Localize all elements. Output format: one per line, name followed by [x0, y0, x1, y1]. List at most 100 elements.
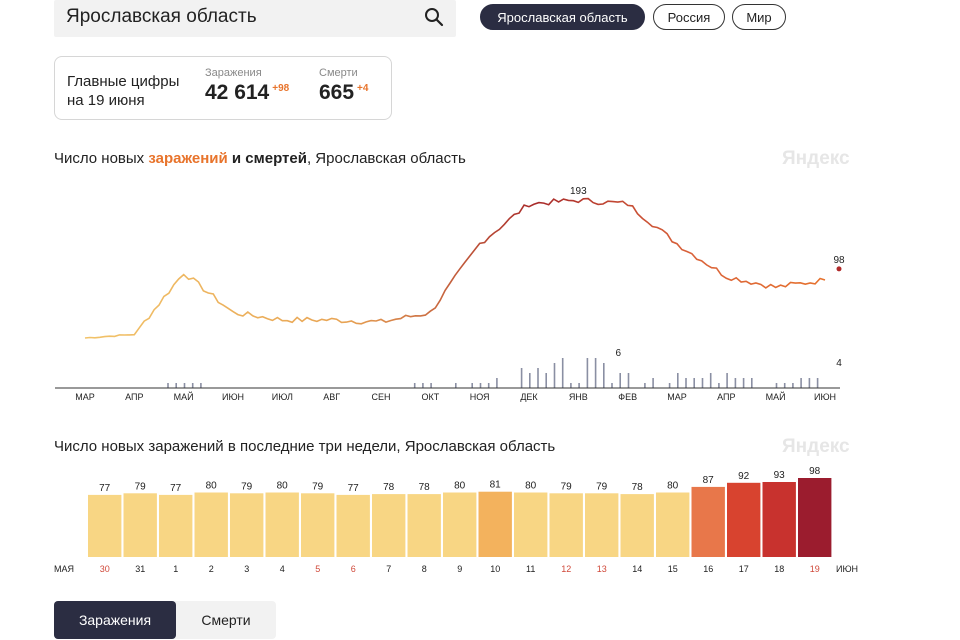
bar-value-5: 79 [312, 481, 324, 492]
death-bar-12 [496, 378, 498, 388]
month-label-0: МАР [75, 392, 95, 402]
tab-infections[interactable]: Заражения [54, 601, 176, 639]
month-label-2: МАЙ [174, 391, 194, 402]
death-bar-1 [175, 383, 177, 388]
scope-pill-region[interactable]: Ярославская область [480, 4, 645, 30]
bar-value-12: 79 [561, 481, 573, 492]
day-label-2: 2 [209, 564, 214, 574]
day-label-19: 19 [810, 564, 820, 574]
summary-date: на 19 июня [67, 92, 145, 109]
annotation-193: 193 [570, 186, 587, 197]
death-bar-5 [413, 383, 416, 388]
month-axis: МАР АПР МАЙ ИЮН ИЮЛ АВГ СЕН ОКТ НОЯ ДЕК ЯНВ ФЕВ МАР А… [75, 391, 836, 402]
month-label-13: АПР [717, 392, 735, 402]
infections-label: Заражения [205, 67, 262, 79]
bar-value-11: 80 [525, 481, 537, 492]
bars: 77 79 77 80 79 80 79 77 78 78 80 81 80 79 79 78 80 87 92 93… [88, 466, 832, 557]
death-bar-20 [578, 383, 580, 388]
scope-pill-russia[interactable]: Россия [653, 4, 725, 30]
bar-value-10: 81 [490, 480, 502, 491]
day-label-9: 9 [457, 564, 462, 574]
scope-pill-world[interactable]: Мир [732, 4, 786, 30]
day-label-12: 12 [561, 564, 571, 574]
month-label-14: МАЙ [766, 391, 786, 402]
bar-5 [301, 493, 335, 557]
bar-value-14: 78 [632, 482, 644, 493]
bar-11 [514, 492, 548, 557]
day-label-18: 18 [774, 564, 784, 574]
month-label-3: ИЮН [222, 392, 244, 402]
death-bar-2 [183, 383, 186, 388]
month-label-12: МАР [667, 392, 687, 402]
bar-value-7: 78 [383, 482, 395, 493]
bar-value-1: 77 [170, 483, 182, 494]
month-label-5: АВГ [323, 392, 340, 402]
bar-3 [230, 493, 264, 557]
search-input[interactable]: Ярославская область [66, 6, 257, 27]
bar-19 [798, 478, 832, 557]
bar-6 [336, 494, 370, 557]
month-label-may: МАЯ [54, 564, 74, 574]
search-box[interactable]: Ярославская область [54, 0, 456, 37]
day-label-10: 10 [490, 564, 500, 574]
bar-14 [620, 494, 654, 557]
bar-value-19: 98 [809, 466, 821, 477]
bar-value-30: 77 [99, 483, 111, 494]
month-label-1: АПР [125, 392, 143, 402]
death-bar-27 [644, 383, 646, 388]
month-label-7: ОКТ [421, 392, 439, 402]
bar-8 [407, 494, 441, 557]
death-bar-0 [167, 383, 169, 388]
day-label-4: 4 [280, 564, 285, 574]
day-label-7: 7 [386, 564, 391, 574]
day-label-31: 31 [135, 564, 145, 574]
day-label-6: 6 [351, 564, 356, 574]
day-label-3: 3 [244, 564, 249, 574]
bar-1 [159, 494, 193, 557]
deaths-label: Смерти [319, 67, 358, 79]
death-bar-7 [430, 383, 432, 388]
death-bar-9 [471, 383, 473, 388]
bar-18 [762, 482, 796, 557]
death-bar-4 [200, 383, 202, 388]
search-icon[interactable] [424, 7, 444, 27]
bar-value-15: 80 [667, 481, 679, 492]
death-bar-29 [668, 383, 671, 388]
latest-point-marker [836, 266, 842, 272]
brand-watermark-top: Яндекс [782, 148, 850, 169]
metric-tabs: Заражения Смерти [54, 601, 276, 639]
death-bar-16 [545, 373, 547, 388]
month-label-10: ЯНВ [569, 392, 588, 402]
month-label-11: ФЕВ [618, 392, 637, 402]
death-bar-44 [808, 378, 811, 388]
death-bar-13 [520, 368, 523, 388]
main-chart-title: Число новых заражений и смертей, Ярослав… [54, 150, 466, 167]
main-chart-annotations: 193 98 6 4 [570, 186, 845, 369]
bar-value-9: 80 [454, 481, 466, 492]
day-label-13: 13 [597, 564, 607, 574]
summary-deaths: Смерти 665 +4 [319, 67, 368, 105]
infections-line [84, 197, 826, 339]
day-label-17: 17 [739, 564, 749, 574]
month-label-6: СЕН [371, 392, 390, 402]
death-bar-42 [792, 383, 794, 388]
death-bar-19 [570, 383, 572, 388]
tab-deaths[interactable]: Смерти [201, 612, 251, 628]
death-bar-10 [479, 383, 482, 388]
death-bar-6 [422, 383, 424, 388]
bar-value-16: 87 [703, 475, 715, 486]
bar-value-6: 77 [348, 483, 360, 494]
death-bar-31 [685, 378, 687, 388]
bar-value-17: 92 [738, 471, 750, 482]
death-bar-14 [529, 373, 531, 388]
death-bar-38 [742, 378, 745, 388]
day-label-5: 5 [315, 564, 320, 574]
day-label-30: 30 [100, 564, 110, 574]
bar-16 [691, 486, 725, 557]
death-bar-17 [553, 363, 556, 388]
bar-value-4: 80 [277, 481, 289, 492]
bar-2 [194, 492, 228, 557]
month-label-4: ИЮЛ [272, 392, 293, 402]
